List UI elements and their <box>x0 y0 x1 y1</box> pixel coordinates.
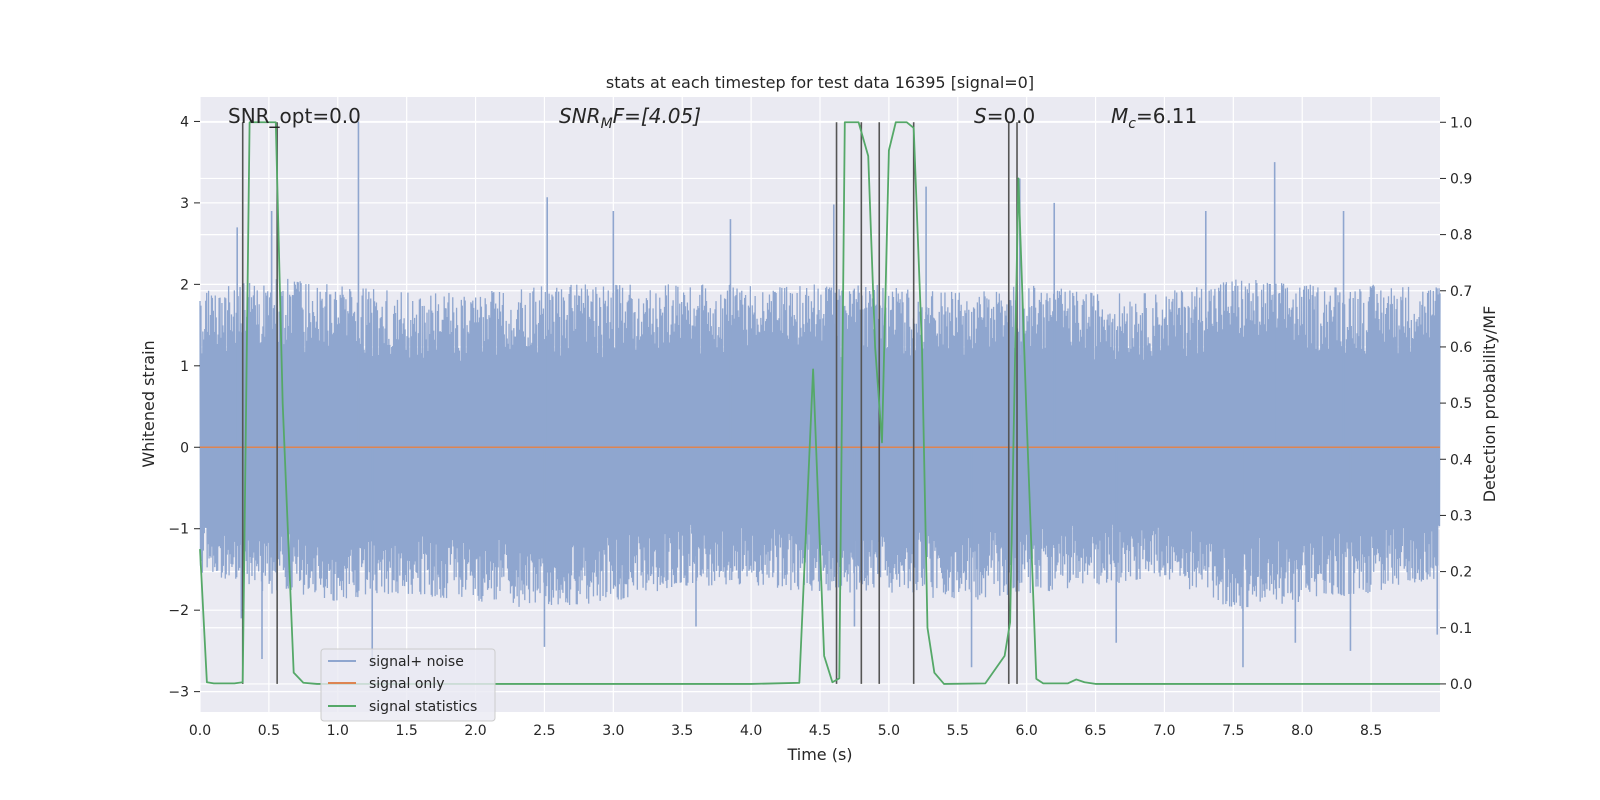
noise-trace <box>199 278 1441 609</box>
y-tick-label: 3 <box>180 196 189 212</box>
y-tick-label: −3 <box>168 685 189 701</box>
y2-tick-label: 0.9 <box>1450 171 1472 187</box>
y-axis-ticks: −3 −2 −1 0 1 2 3 4 <box>168 114 200 701</box>
x-tick-label: 1.5 <box>396 723 418 739</box>
x-tick-label: 7.0 <box>1153 723 1175 739</box>
annotation-snr-mf-symbol: SNR <box>559 104 601 128</box>
y-tick-label: 0 <box>180 440 189 456</box>
y2-tick-label: 0.7 <box>1450 284 1472 300</box>
y2-tick-label: 1.0 <box>1450 115 1472 131</box>
x-tick-label: 8.0 <box>1291 723 1313 739</box>
annotation-snr-mf-value: F=[4.05] <box>613 104 701 128</box>
x-tick-label: 2.0 <box>464 723 486 739</box>
series-signal-statistics <box>199 121 1440 685</box>
y-tick-label: −2 <box>168 603 189 619</box>
y2-axis-title: Detection probability/MF <box>1480 306 1499 503</box>
x-tick-label: 5.5 <box>947 723 969 739</box>
annotation-s-symbol: S <box>974 104 987 128</box>
legend-box <box>320 648 496 722</box>
legend-label-signal-only: signal only <box>369 676 444 692</box>
y2-tick-label: 0.3 <box>1450 508 1472 524</box>
annotation-mc-subscript: c <box>1128 116 1136 132</box>
x-axis-title: Time (s) <box>786 745 852 764</box>
y-tick-label: 1 <box>180 359 189 375</box>
annotation-mc: Mc=6.11 <box>1111 104 1197 132</box>
series-signal-noise <box>199 121 1441 668</box>
x-tick-label: 2.5 <box>533 723 555 739</box>
annotation-snr-mf-subscript: M <box>601 116 613 132</box>
x-tick-label: 6.0 <box>1016 723 1038 739</box>
x-tick-label: 4.5 <box>809 723 831 739</box>
x-tick-label: 0.5 <box>258 723 280 739</box>
legend: signal+ noise signal only signal statist… <box>320 648 496 722</box>
x-tick-label: 7.5 <box>1222 723 1244 739</box>
y-tick-label: 2 <box>180 277 189 293</box>
annotation-s-value: =0.0 <box>987 104 1036 128</box>
chart-title: stats at each timestep for test data 163… <box>606 73 1034 92</box>
annotation-mc-symbol: M <box>1111 104 1128 128</box>
legend-label-signal-noise: signal+ noise <box>369 654 464 670</box>
annotation-snr-mf: SNRMF=[4.05] <box>559 104 701 132</box>
y2-axis-ticks: 0.0 0.1 0.2 0.3 0.4 0.5 0.6 0.7 0.8 0.9 1.0 <box>1440 115 1472 693</box>
y-axis-title: Whitened strain <box>139 340 158 467</box>
y-tick-label: 4 <box>180 114 189 130</box>
x-tick-label: 3.0 <box>602 723 624 739</box>
x-tick-label: 3.5 <box>671 723 693 739</box>
x-tick-label: 6.5 <box>1084 723 1106 739</box>
x-tick-label: 1.0 <box>327 723 349 739</box>
annotation-snr-opt: SNR_opt=0.0 <box>228 104 361 128</box>
x-tick-label: 0.0 <box>189 723 211 739</box>
x-axis-ticks: 0.0 0.5 1.0 1.5 2.0 2.5 3.0 3.5 4.0 4.5 5.0 5.5 6.0 6… <box>189 723 1382 739</box>
vertical-markers <box>241 122 1018 684</box>
annotation-s: S=0.0 <box>974 104 1035 128</box>
y2-tick-label: 0.4 <box>1450 452 1472 468</box>
annotation-mc-value: =6.11 <box>1136 104 1197 128</box>
y2-tick-label: 0.0 <box>1450 677 1472 693</box>
x-tick-label: 4.0 <box>740 723 762 739</box>
signal-statistics-line <box>199 121 1440 685</box>
x-tick-label: 5.0 <box>878 723 900 739</box>
y2-tick-label: 0.8 <box>1450 228 1472 244</box>
legend-label-signal-statistics: signal statistics <box>369 699 477 715</box>
y2-tick-label: 0.5 <box>1450 396 1472 412</box>
x-tick-label: 8.5 <box>1360 723 1382 739</box>
y2-tick-label: 0.2 <box>1450 565 1472 581</box>
y2-tick-label: 0.1 <box>1450 621 1472 637</box>
y-tick-label: −1 <box>168 522 189 538</box>
y2-tick-label: 0.6 <box>1450 340 1472 356</box>
